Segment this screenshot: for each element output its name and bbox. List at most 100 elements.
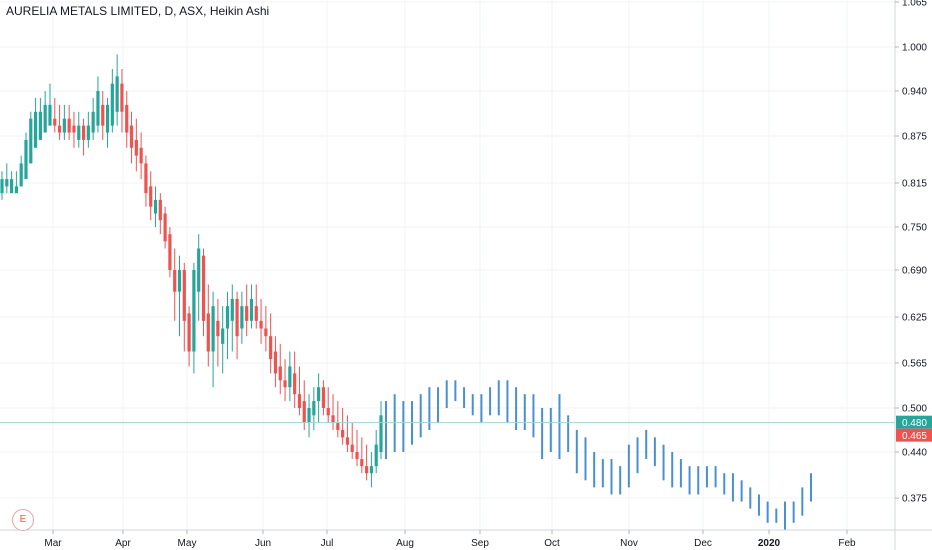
y-tick-label: 0.690 <box>902 266 927 277</box>
x-tick-label: 2020 <box>758 538 781 549</box>
price-label-box <box>896 428 932 442</box>
candle-body <box>317 387 321 402</box>
candle-body <box>379 415 383 452</box>
candle-body <box>86 125 90 140</box>
candle-body <box>273 351 278 374</box>
candle-body <box>278 366 282 381</box>
candle-body <box>302 401 306 423</box>
price-label-text: 0.465 <box>902 431 927 442</box>
candle-body <box>129 125 134 148</box>
x-tick-label: Jun <box>255 538 271 549</box>
candle-body <box>225 306 230 329</box>
candle-body <box>120 83 124 112</box>
y-tick-label: 1.000 <box>902 43 927 54</box>
candle-body <box>264 328 268 337</box>
candle-body <box>125 104 129 133</box>
candle-body <box>115 76 119 112</box>
candle-body <box>67 118 71 133</box>
candle-body <box>5 179 9 187</box>
x-tick-label: Mar <box>44 538 62 549</box>
candle-body <box>341 430 345 438</box>
candle-body <box>235 298 239 337</box>
candle-body <box>369 466 374 474</box>
x-tick-label: Sep <box>471 538 489 549</box>
x-tick-label: Jul <box>321 538 334 549</box>
y-tick-label: 0.500 <box>902 404 927 415</box>
candle-body <box>283 380 287 388</box>
candle-body <box>297 394 302 408</box>
candle-body <box>240 306 244 329</box>
y-tick-label: 0.565 <box>902 359 927 370</box>
candle-body <box>48 104 52 126</box>
candle-body <box>33 111 38 148</box>
candle-body <box>173 270 177 292</box>
candle-body <box>206 313 210 352</box>
x-tick-label: Oct <box>544 538 560 549</box>
x-tick-label: Dec <box>694 538 712 549</box>
price-axis[interactable]: 1.065 1.000 0.940 0.875 0.815 0.750 0.690 0.625… <box>894 0 927 550</box>
x-tick-label: Aug <box>396 538 414 549</box>
candle-body <box>14 186 18 194</box>
candle-body <box>326 408 330 416</box>
candle-body <box>57 125 62 133</box>
candle-body <box>221 328 225 344</box>
y-tick-label: 0.440 <box>902 448 927 459</box>
candle-body <box>201 255 206 321</box>
x-tick-label: May <box>178 538 197 549</box>
candle-body <box>38 111 42 140</box>
candle-body <box>187 313 191 352</box>
time-axis[interactable]: Mar Apr May Jun Jul Aug Sep Oct Nov Dec 2020 Feb <box>0 529 932 549</box>
price-label-text: 0.480 <box>902 418 927 429</box>
candle-body <box>307 408 311 423</box>
candle-body <box>345 437 350 445</box>
y-tick-label: 0.815 <box>902 179 927 190</box>
candle-body <box>259 320 263 329</box>
candle-body <box>211 306 215 352</box>
y-tick-label: 0.940 <box>902 87 927 98</box>
candle-body <box>105 104 110 133</box>
price-label-box <box>896 415 932 429</box>
candle-body <box>269 336 273 360</box>
candle-body <box>43 104 47 133</box>
x-tick-label: Feb <box>838 538 856 549</box>
candle-body <box>110 83 114 126</box>
candle-body <box>29 118 33 164</box>
candle-body <box>168 234 172 270</box>
candle-body <box>62 118 66 133</box>
candle-body <box>134 139 138 156</box>
candle-body <box>374 444 378 467</box>
candle-body <box>249 298 254 321</box>
candle-body <box>158 199 162 221</box>
earnings-badge[interactable]: E <box>12 509 34 531</box>
candle-body <box>336 422 340 430</box>
heikin-ashi-candles <box>0 54 383 488</box>
candle-body <box>360 459 364 467</box>
candle-body <box>293 373 297 395</box>
candle-body <box>350 444 354 452</box>
candle-body <box>139 147 143 164</box>
candle-body <box>230 298 234 321</box>
candle-body <box>19 163 23 187</box>
candle-body <box>0 179 4 194</box>
projection-bars <box>385 380 812 530</box>
candle-body <box>197 248 201 292</box>
y-tick-label: 0.875 <box>902 132 927 143</box>
y-tick-label: 1.065 <box>902 0 927 9</box>
y-tick-label: 0.375 <box>902 494 927 505</box>
candle-body <box>53 118 57 126</box>
candle-body <box>91 111 95 133</box>
candle-body <box>149 186 153 207</box>
candle-body <box>288 366 292 388</box>
x-tick-label: Apr <box>115 538 131 549</box>
candle-body <box>182 270 186 321</box>
candle-body <box>355 452 359 460</box>
candle-body <box>144 163 148 194</box>
candle-body <box>177 270 182 292</box>
candle-body <box>101 104 105 126</box>
chart-title: AURELIA METALS LIMITED, D, ASX, Heikin A… <box>6 4 270 18</box>
candle-body <box>153 199 158 214</box>
candle-body <box>77 125 81 140</box>
candle-body <box>96 91 100 126</box>
candle-body <box>9 179 14 194</box>
